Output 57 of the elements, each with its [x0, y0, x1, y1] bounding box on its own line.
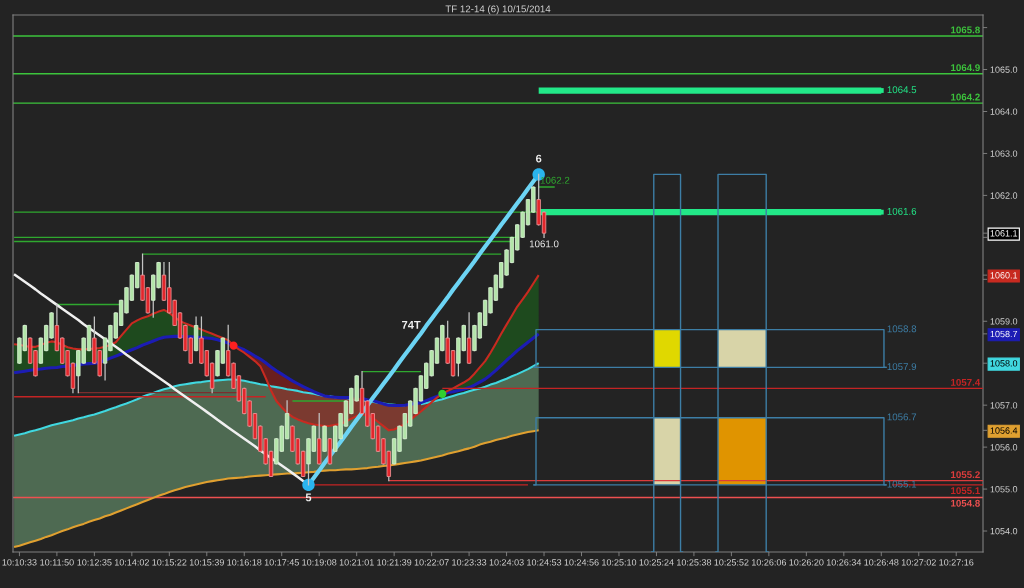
x-tick-label: 10:22:07 [414, 559, 449, 566]
x-tick-label: 10:26:06 [751, 559, 787, 566]
data-label: 1062.2 [540, 176, 570, 184]
ref-line-label: 1064.2 [951, 93, 980, 101]
x-tick-label: 10:16:18 [227, 559, 262, 566]
y-tick-label: 1056.0 [990, 444, 1018, 451]
x-tick-label: 10:15:39 [189, 559, 224, 566]
data-label: 1064.5 [887, 86, 917, 94]
x-tick-label: 10:24:53 [527, 559, 562, 566]
x-tick-label: 10:21:01 [339, 559, 374, 566]
y-tick-label: 1060.1 [990, 272, 1018, 279]
y-tick-label: 1057.0 [990, 402, 1018, 409]
y-tick-label: 1065.0 [990, 66, 1018, 73]
data-label: 1058.8 [887, 325, 917, 333]
x-tick-label: 10:21:39 [377, 559, 412, 566]
x-tick-label: 10:15:22 [152, 559, 187, 566]
ref-line-label: 1054.8 [951, 499, 980, 507]
y-tick-label: 1059.0 [990, 318, 1018, 325]
y-tick-label: 1058.7 [990, 330, 1018, 338]
data-label: 1055.1 [951, 487, 980, 495]
x-tick-label: 10:25:10 [602, 559, 637, 566]
x-tick-label: 10:24:56 [564, 559, 599, 566]
data-label: 1061.6 [887, 207, 917, 215]
y-tick-label: 1064.0 [990, 108, 1018, 115]
x-tick-label: 10:17:45 [264, 559, 299, 566]
x-tick-label: 10:26:48 [864, 559, 899, 566]
x-tick-label: 10:26:34 [826, 559, 862, 566]
x-tick-label: 10:14:02 [114, 559, 149, 566]
x-tick-label: 10:24:03 [489, 559, 524, 566]
y-tick-label: 1055.0 [990, 486, 1018, 493]
chart-title: TF 12-14 (6) 10/15/2014 [445, 5, 551, 15]
series-label: 6 [536, 154, 542, 163]
x-tick-label: 10:25:38 [677, 559, 712, 566]
y-tick-label: 1062.0 [990, 192, 1018, 199]
y-tick-label: 1058.0 [990, 360, 1018, 367]
x-tick-label: 10:23:33 [452, 559, 487, 566]
y-tick-label: 1063.0 [990, 150, 1018, 157]
y-tick-label: 1054.0 [990, 527, 1018, 535]
x-tick-label: 10:25:52 [714, 559, 749, 566]
series-label: 74T [402, 321, 421, 329]
x-tick-label: 10:27:16 [939, 559, 974, 566]
x-tick-label: 10:26:20 [789, 559, 824, 566]
y-tick-label: 1061.1 [990, 230, 1018, 237]
ref-line-label: 1065.8 [951, 26, 980, 34]
annotation: 1061.0 [529, 240, 559, 248]
x-tick-label: 10:11:50 [40, 559, 74, 566]
x-tick-label: 10:25:24 [639, 559, 674, 566]
data-label: 1056.7 [887, 413, 917, 421]
data-label: 1057.9 [887, 363, 917, 371]
y-tick-label: 1056.4 [990, 427, 1018, 434]
data-label: 1057.4 [951, 378, 981, 386]
ref-line-label: 1064.9 [951, 64, 980, 72]
data-label: 1055.2 [951, 471, 980, 479]
x-tick-label: 10:27:02 [901, 559, 936, 566]
x-tick-label: 10:12:35 [77, 559, 112, 566]
x-tick-label: 10:10:33 [2, 559, 37, 566]
x-tick-label: 10:19:08 [302, 559, 337, 566]
